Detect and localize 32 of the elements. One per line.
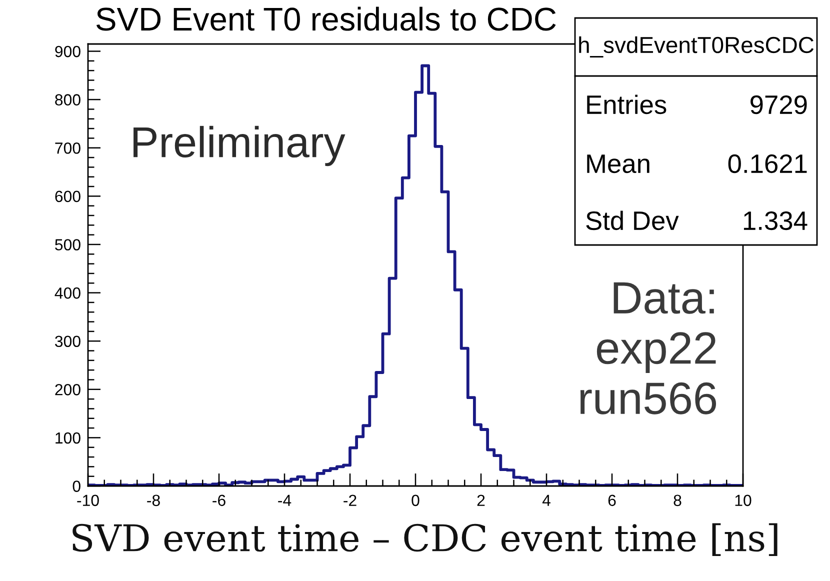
- x-tick-label: -4: [278, 494, 292, 506]
- x-tick-label: 4: [542, 494, 550, 506]
- x-tick-label: -10: [77, 494, 99, 506]
- x-tick-label: -8: [147, 494, 160, 506]
- text: 1.334: [744, 211, 808, 230]
- y-tick-label: 0: [72, 480, 80, 492]
- text: 9729: [750, 95, 807, 114]
- y-tick-label: 900: [55, 46, 80, 58]
- y-tick-label: 500: [55, 239, 80, 250]
- annotation: h_svdEventT0ResCDC: [579, 36, 814, 58]
- annotation: Data: exp22 run566: [580, 282, 716, 414]
- x-tick-label: 2: [477, 494, 485, 506]
- x-axis-title: SVD event time – CDC event time [ns]: [72, 523, 778, 556]
- annotation: Entries: [587, 94, 666, 114]
- y-tick-label: 800: [55, 94, 80, 106]
- y-tick-label: 200: [55, 384, 80, 396]
- annotation: Std Dev: [586, 210, 679, 230]
- y-tick-label: 600: [55, 190, 80, 202]
- y-tick-label: 400: [54, 287, 80, 299]
- annotation: Mean: [587, 154, 650, 174]
- x-tick-label: -6: [212, 494, 226, 506]
- x-tick-label: -2: [344, 494, 356, 506]
- y-tick-label: 100: [56, 432, 80, 444]
- x-tick-label: 8: [674, 494, 682, 506]
- x-tick-label: 0: [412, 494, 420, 506]
- x-tick-label: 10: [735, 494, 752, 506]
- y-tick-label: 300: [55, 336, 80, 348]
- annotation: 0.1621: [728, 154, 807, 174]
- chart-title: SVD Event T0 residuals to CDC: [96, 6, 556, 31]
- annotation: Preliminary: [134, 126, 346, 166]
- y-tick-label: 700: [55, 142, 80, 154]
- x-tick-label: 6: [608, 494, 616, 506]
